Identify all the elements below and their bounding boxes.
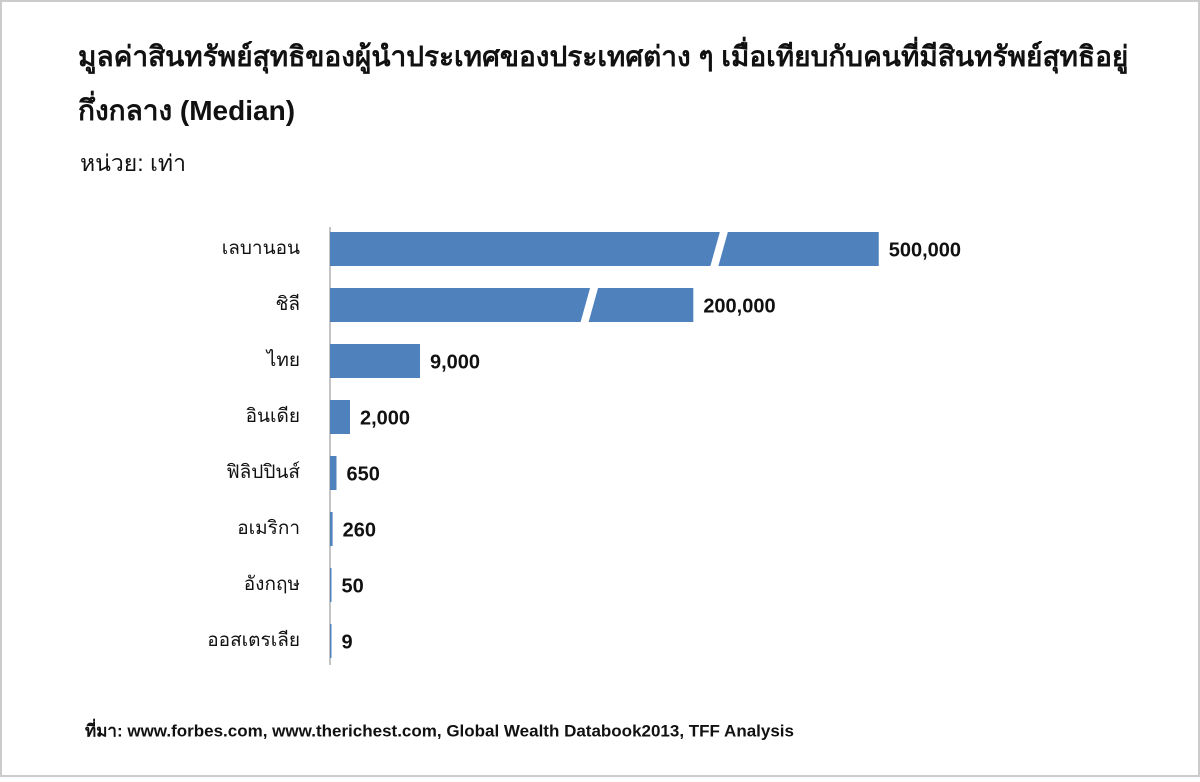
- bar: [330, 512, 333, 546]
- value-label: 260: [343, 519, 376, 541]
- bar: [330, 456, 337, 490]
- axis-break: [710, 231, 729, 267]
- chart-title: มูลค่าสินทรัพย์สุทธิของผู้นำประเทศของประ…: [78, 41, 1129, 126]
- value-label: 200,000: [703, 295, 775, 317]
- bar: [330, 288, 694, 322]
- axis-break: [580, 287, 599, 323]
- value-label: 650: [347, 463, 380, 485]
- chart-subtitle: หน่วย: เท่า: [80, 150, 186, 176]
- source: ที่มา: www.forbes.com, www.therichest.co…: [85, 718, 794, 740]
- value-label: 2,000: [360, 407, 410, 429]
- y-tick-label: เลบานอน: [222, 238, 300, 259]
- y-tick-label: อเมริกา: [237, 518, 300, 539]
- title-box: มูลค่าสินทรัพย์สุทธิของผู้นำประเทศของประ…: [78, 41, 1129, 126]
- y-tick-label: อินเดีย: [246, 405, 300, 427]
- y-tick-label: ฟิลิปปินส์: [226, 461, 300, 483]
- bar: [330, 344, 420, 378]
- bar: [330, 624, 332, 658]
- bar: [330, 400, 350, 434]
- bar: [330, 232, 879, 266]
- y-tick-label: อังกฤษ: [244, 574, 300, 595]
- value-label: 9,000: [430, 351, 480, 373]
- value-label: 9: [342, 631, 353, 653]
- y-tick-label: ไทย: [265, 349, 300, 371]
- y-tick-label: ชิลี: [275, 293, 300, 315]
- value-label: 50: [342, 575, 364, 597]
- y-tick-label: ออสเตรเลีย: [207, 629, 300, 651]
- bar: [330, 568, 332, 602]
- value-label: 500,000: [889, 239, 961, 261]
